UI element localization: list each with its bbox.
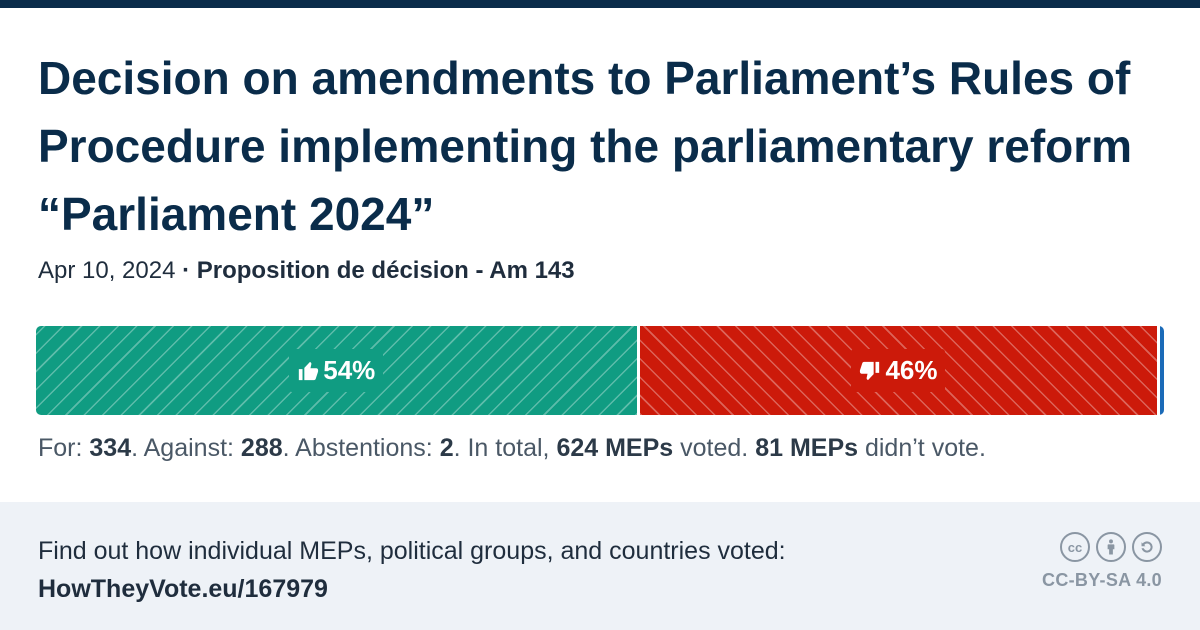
voted-text: voted. xyxy=(673,434,756,462)
absent-text: didn’t vote. xyxy=(858,434,986,462)
vote-result-bar: 54% 46% xyxy=(36,326,1164,415)
against-label: 46% xyxy=(851,349,946,392)
against-percent: 46% xyxy=(885,355,938,385)
top-stripe xyxy=(0,0,1200,8)
absent-count: 81 MEPs xyxy=(755,434,859,462)
abstentions-text: . Abstentions: xyxy=(282,434,440,462)
page-title: Decision on amendments to Parliament’s R… xyxy=(38,52,1133,240)
for-segment: 54% xyxy=(36,326,637,415)
against-text: . Against: xyxy=(131,434,241,462)
footer-cta: Find out how individual MEPs, political … xyxy=(38,532,786,608)
vote-meta: Apr 10, 2024 · Proposition de décision -… xyxy=(38,256,1158,286)
cc-glyph: cc xyxy=(1067,539,1083,555)
footer-cta-text: Find out how individual MEPs, political … xyxy=(38,537,786,565)
vote-reference: Proposition de décision - Am 143 xyxy=(196,257,575,284)
for-label: 54% xyxy=(289,349,384,392)
for-text: For: xyxy=(38,434,90,462)
abstentions-count: 2 xyxy=(439,434,454,462)
segment-divider xyxy=(1157,326,1161,415)
license-label: CC-BY-SA 4.0 xyxy=(1042,570,1162,590)
abstention-segment xyxy=(1160,326,1164,415)
vote-date: Apr 10, 2024 xyxy=(38,257,176,284)
against-segment: 46% xyxy=(639,326,1158,415)
footer: Find out how individual MEPs, political … xyxy=(0,502,1200,630)
thumbs-down-icon xyxy=(859,360,881,382)
thumbs-up-icon xyxy=(297,360,319,382)
for-percent: 54% xyxy=(323,355,376,385)
license-icons: cc xyxy=(1038,532,1162,562)
howtheyvote-link[interactable]: HowTheyVote.eu/167979 xyxy=(38,575,328,603)
against-count: 288 xyxy=(240,434,283,462)
vote-summary: For: 334. Against: 288. Abstentions: 2. … xyxy=(38,432,1168,464)
sa-share-alike-icon xyxy=(1132,532,1162,562)
total-count: 624 MEPs xyxy=(556,434,674,462)
total-text: . In total, xyxy=(453,434,557,462)
license-block: cc CC-BY-SA 4.0 xyxy=(1038,532,1162,591)
for-count: 334 xyxy=(89,434,132,462)
cc-icon: cc xyxy=(1060,532,1090,562)
segment-divider xyxy=(636,326,640,415)
by-person-icon xyxy=(1096,532,1126,562)
meta-separator: · xyxy=(175,257,197,284)
